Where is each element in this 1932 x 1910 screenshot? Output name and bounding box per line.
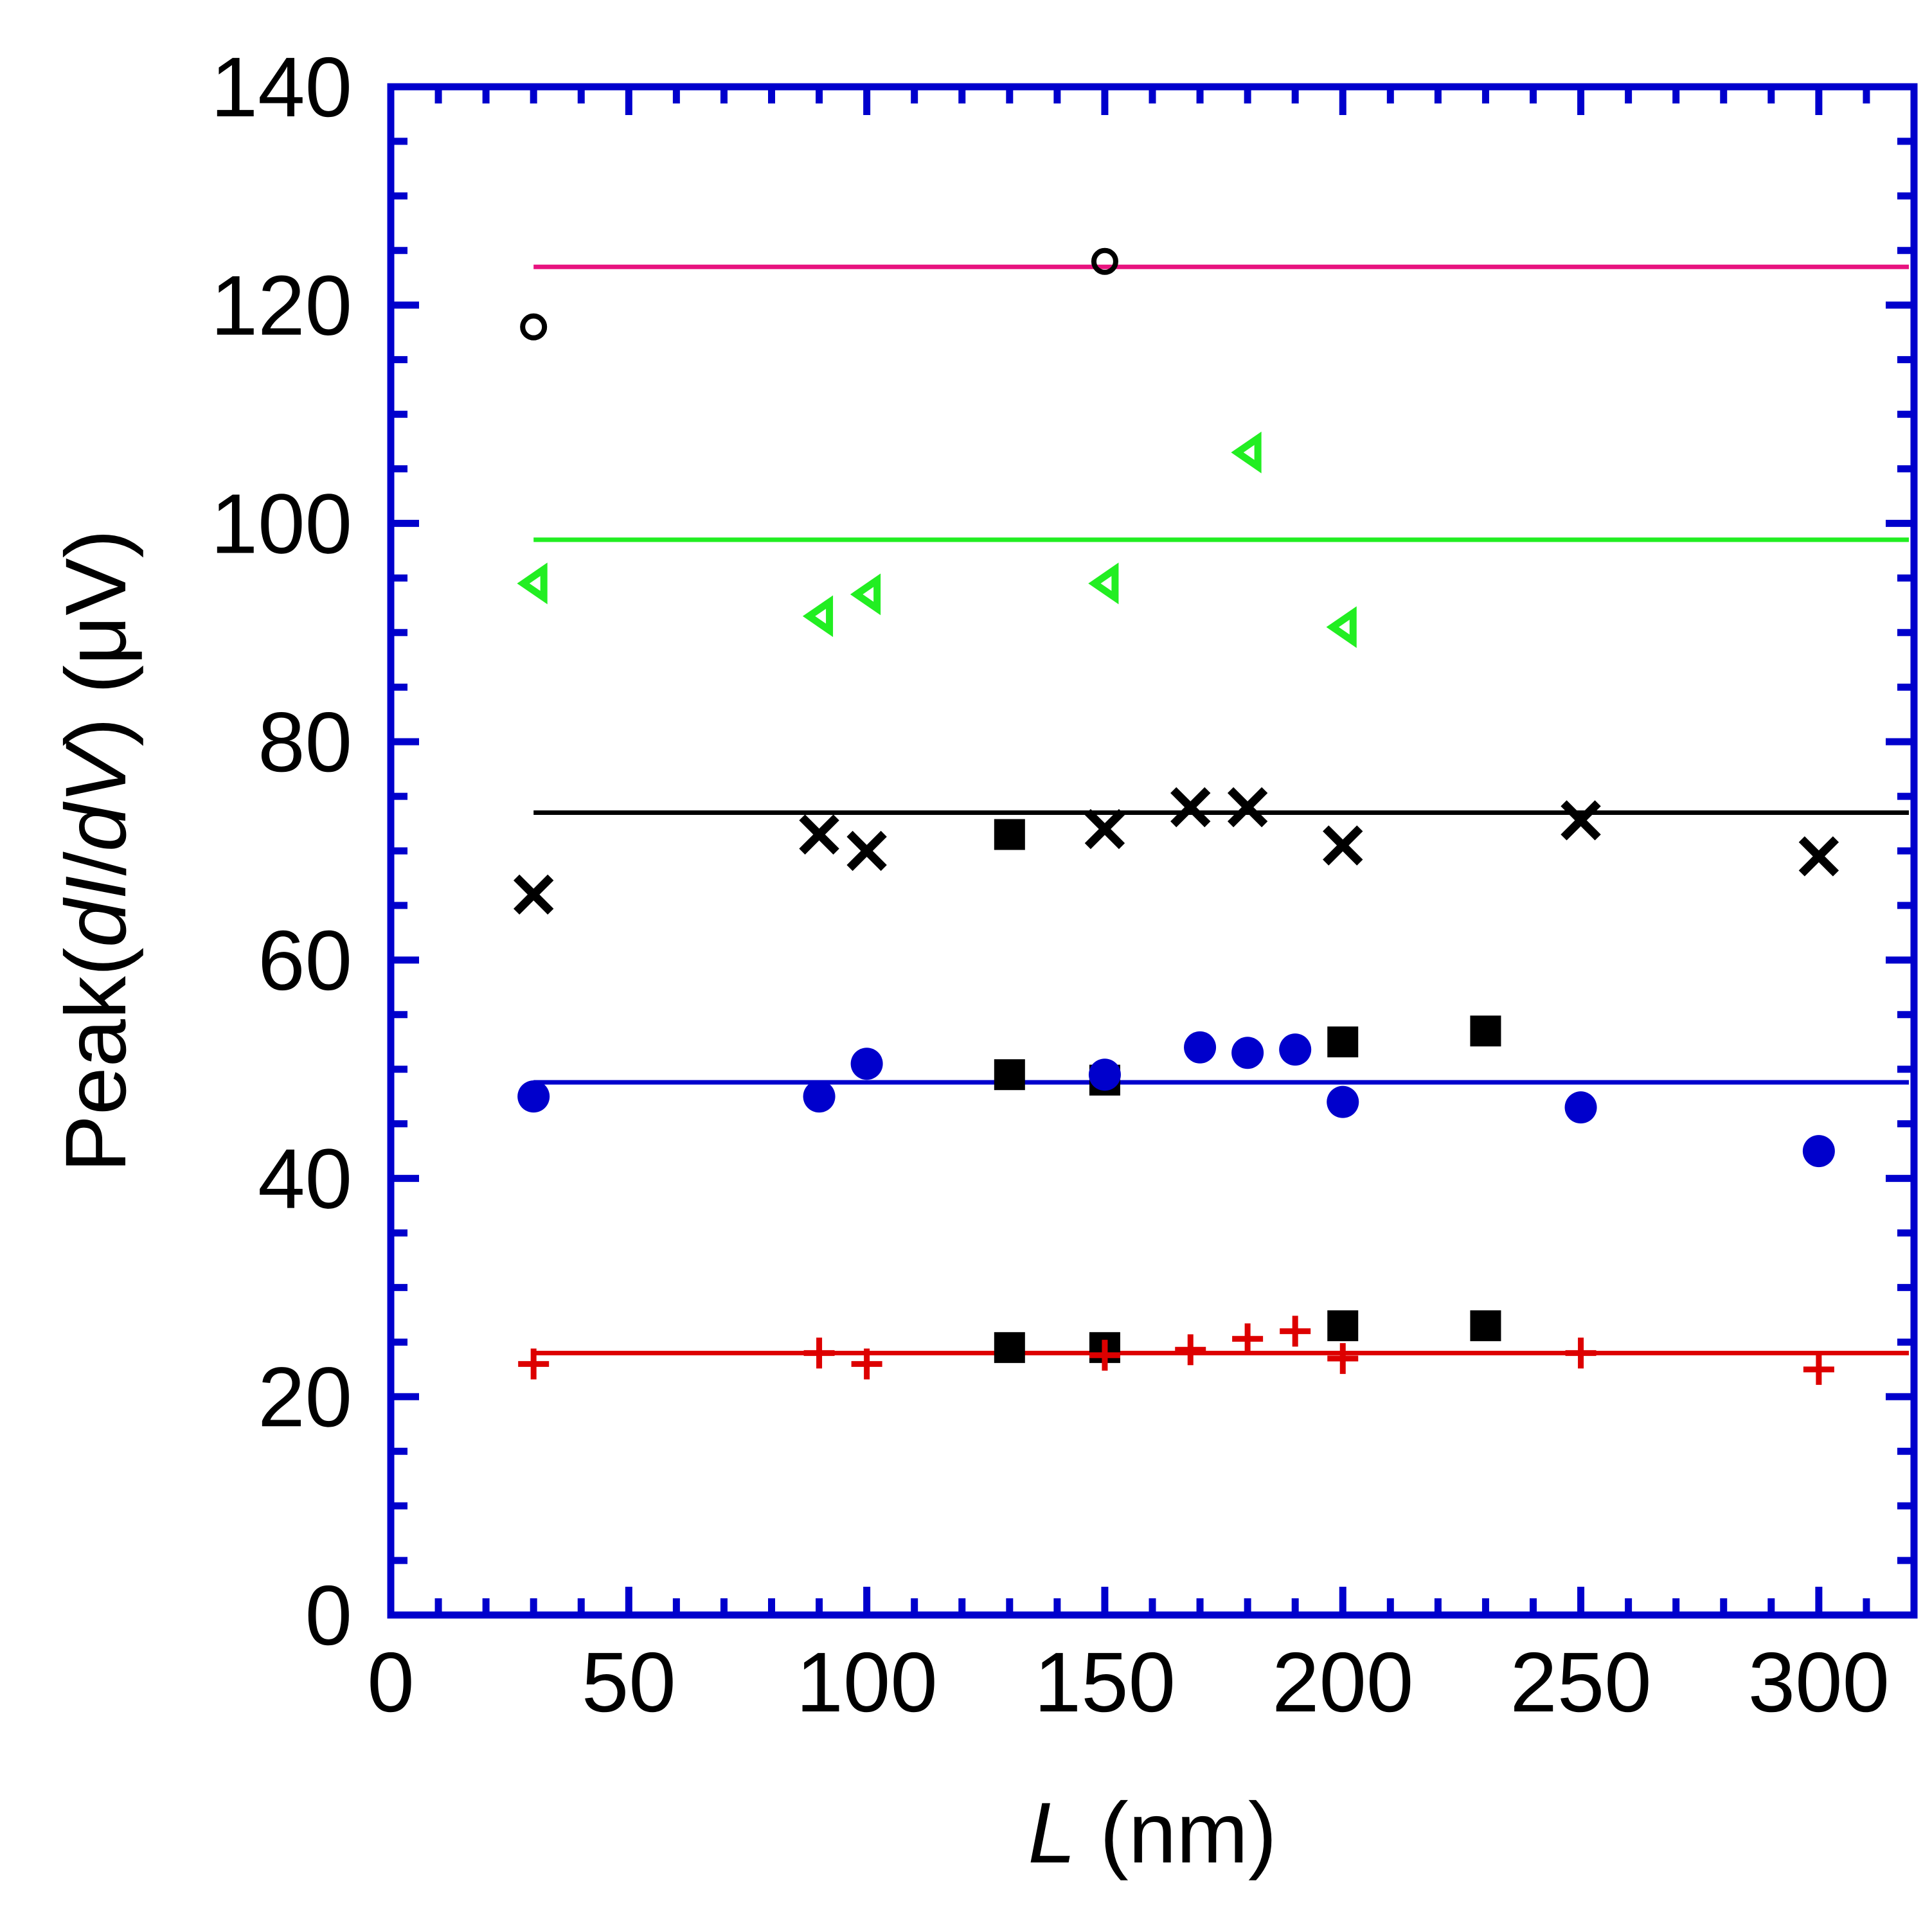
cross-point: [1798, 836, 1839, 877]
x-tick-label: 50: [582, 1635, 676, 1729]
red-plus: [518, 1316, 1834, 1385]
x-tick-label: 300: [1748, 1635, 1890, 1729]
triangle-point: [802, 595, 834, 638]
x-tick-label: 200: [1272, 1635, 1413, 1729]
reference-lines: [533, 264, 1909, 1355]
open-circle-point: [1091, 247, 1118, 275]
blue-circle-point: [1184, 1031, 1217, 1064]
triangle-point: [1326, 606, 1357, 648]
open-circle-point: [520, 313, 548, 341]
triangle-point: [1088, 562, 1119, 605]
x-tick-label: 100: [796, 1635, 938, 1729]
x-tick-label: 250: [1510, 1635, 1651, 1729]
y-tick-labels: 0 20 40 60 80 100 120 140: [211, 40, 352, 1663]
x-axis-label: L (nm): [1028, 1785, 1276, 1881]
plus-point: [1327, 1343, 1359, 1374]
y-tick-label: 120: [211, 258, 352, 353]
plus-point: [1280, 1316, 1311, 1347]
blue-circle-point: [1088, 1058, 1121, 1091]
data-markers: [513, 247, 1839, 1385]
black-square-point: [1327, 1310, 1359, 1341]
x-tick-labels: 0 50 100 150 200 250 300: [367, 1635, 1890, 1729]
cross-point: [1227, 787, 1268, 828]
black-square-point: [1470, 1310, 1501, 1341]
cross-point: [1323, 825, 1363, 866]
plus-point: [1175, 1334, 1206, 1366]
black-square-point: [1327, 1026, 1359, 1058]
black-crosses: [513, 787, 1839, 915]
plus-point: [518, 1348, 550, 1380]
blue-circle-point: [1564, 1091, 1597, 1124]
plus-point: [1565, 1337, 1597, 1369]
y-tick-label: 80: [258, 695, 352, 789]
blue-circle-point: [1327, 1085, 1359, 1118]
y-tick-label: 100: [211, 476, 352, 571]
blue-circles: [517, 1031, 1835, 1168]
blue-circle-point: [517, 1080, 550, 1113]
black-square-point: [994, 819, 1025, 850]
black-square-point: [994, 1332, 1025, 1363]
black-square-point: [994, 1059, 1025, 1091]
y-tick-label: 140: [211, 40, 352, 134]
y-tick-label: 0: [305, 1568, 352, 1663]
plus-point: [1089, 1339, 1120, 1371]
y-axis-label: Peak(dI/dV) (μV): [48, 530, 144, 1173]
cross-point: [846, 830, 887, 871]
x-tick-label: 0: [367, 1635, 414, 1729]
y-tick-label: 40: [258, 1132, 352, 1226]
plus-point: [1232, 1323, 1264, 1355]
cross-point: [799, 814, 839, 855]
open-circles: [520, 247, 1118, 341]
triangle-point: [1231, 431, 1262, 474]
cross-point: [1084, 808, 1125, 850]
blue-circle-point: [850, 1048, 883, 1080]
plus-point: [803, 1337, 835, 1369]
cross-point: [1170, 787, 1211, 828]
plus-point: [1803, 1353, 1834, 1385]
blue-circle-point: [1231, 1037, 1264, 1069]
y-tick-label: 20: [258, 1350, 352, 1444]
plus-point: [851, 1348, 882, 1380]
black-square-point: [1470, 1015, 1501, 1047]
green-triangles: [517, 431, 1357, 648]
triangle-point: [850, 573, 881, 616]
x-tick-label: 150: [1034, 1635, 1176, 1729]
triangle-point: [517, 562, 548, 605]
blue-circle-point: [1279, 1033, 1312, 1066]
y-tick-label: 60: [258, 913, 352, 1008]
blue-circle-point: [1802, 1135, 1835, 1168]
cross-point: [513, 874, 554, 915]
plot-frame: [387, 83, 1918, 1619]
blue-circle-point: [803, 1080, 836, 1113]
cross-point: [1561, 800, 1601, 841]
